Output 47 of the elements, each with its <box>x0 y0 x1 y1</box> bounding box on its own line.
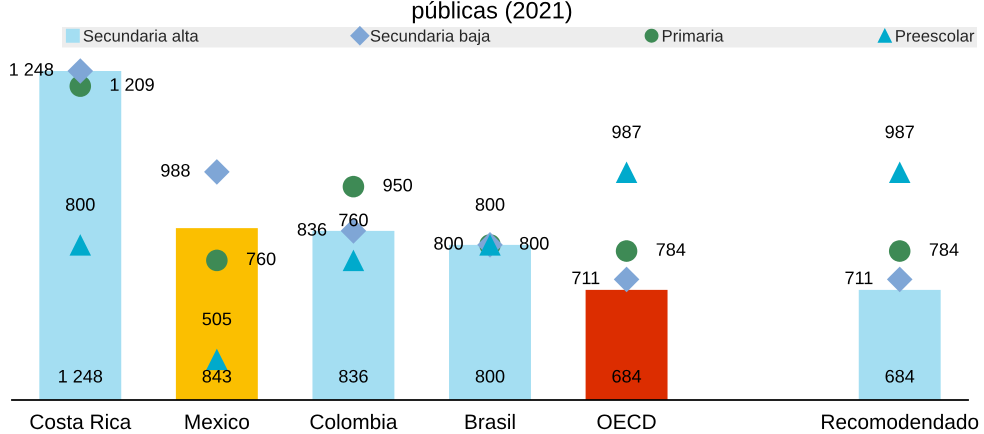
legend-label: Preescolar <box>896 30 974 42</box>
point <box>886 266 913 292</box>
x-tick-label: OECD <box>597 414 656 430</box>
point <box>342 250 364 272</box>
data-label: 800 <box>476 370 504 383</box>
data-label: 711 <box>845 272 872 284</box>
data-label: 784 <box>656 243 686 256</box>
point <box>614 266 640 292</box>
point <box>67 58 94 84</box>
point <box>70 234 92 256</box>
legend-label: Primaria <box>662 30 724 42</box>
data-label: 843 <box>202 370 232 383</box>
data-label: 684 <box>612 370 642 383</box>
point <box>616 240 638 262</box>
data-label: 988 <box>161 164 190 177</box>
point <box>888 240 910 262</box>
data-label: 800 <box>476 198 504 211</box>
data-label: 784 <box>930 243 958 256</box>
point <box>206 250 228 272</box>
chart-title: públicas (2021) <box>412 1 572 24</box>
data-label: 1 248 <box>10 63 54 76</box>
data-label: 987 <box>612 125 641 138</box>
data-label: 684 <box>886 370 914 383</box>
data-label: 987 <box>886 125 914 138</box>
point <box>888 162 910 184</box>
data-label: 1 209 <box>110 78 154 91</box>
x-tick-label: Costa Rica <box>30 414 132 430</box>
data-label: 836 <box>339 370 368 383</box>
x-tick-label: Recomodendado <box>822 414 978 430</box>
data-label: 760 <box>339 214 368 226</box>
point <box>206 348 228 370</box>
data-label: 836 <box>298 222 326 236</box>
data-label: 950 <box>383 178 412 192</box>
data-label: 800 <box>66 198 95 211</box>
data-label: 800 <box>520 236 549 250</box>
data-label: 800 <box>434 236 463 250</box>
data-label: 1 248 <box>59 370 102 383</box>
point <box>342 176 364 198</box>
x-tick-label: Colombia <box>310 414 398 430</box>
x-tick-label: Mexico <box>186 414 249 430</box>
x-tick-label: Brasil <box>466 414 515 430</box>
legend-label: Secundaria alta <box>84 30 199 42</box>
data-label: 711 <box>572 272 600 284</box>
legend-label: Secundaria baja <box>370 30 490 46</box>
point <box>616 162 638 184</box>
data-label: 505 <box>202 312 232 326</box>
point <box>204 159 230 185</box>
